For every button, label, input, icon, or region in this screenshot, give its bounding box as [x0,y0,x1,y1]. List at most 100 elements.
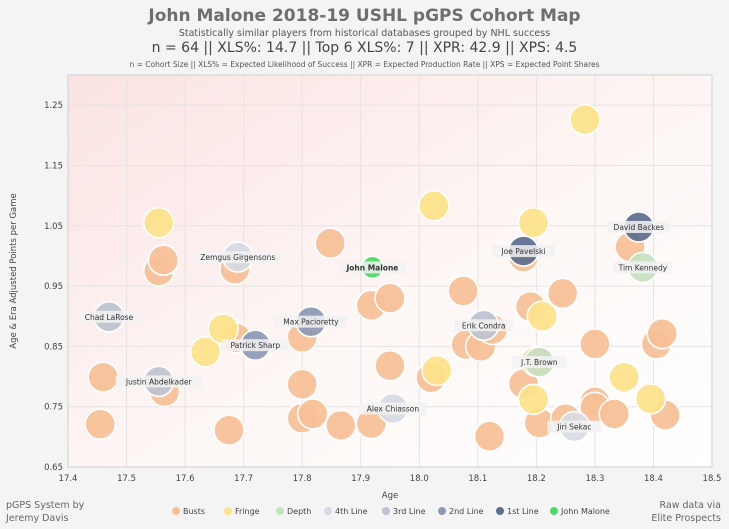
point-fringe[interactable] [517,383,550,416]
credit-system-line1: pGPS System by [6,500,85,511]
x-tick-label: 18.5 [703,474,722,484]
y-axis-label: Age & Era Adjusted Points per Game [9,193,19,349]
player-label-bg [338,261,407,274]
player-label: Justin Abdelkader [125,377,193,386]
legend-item: 3rd Line [393,507,426,516]
point-busts[interactable] [147,244,180,276]
player-label: John Malone [345,263,398,272]
player-label: Jiri Sekac [556,423,591,432]
point-busts[interactable] [286,368,318,401]
player-label-bg [607,220,671,233]
player-label: Chad LaRose [85,313,134,322]
point-fringe[interactable] [608,361,640,393]
x-tick-label: 17.5 [117,474,136,484]
point-busts[interactable] [296,398,329,430]
point-busts[interactable] [546,277,579,310]
player-label: Patrick Sharp [230,341,280,350]
chart-subtitle: Statistically similar players from histo… [178,28,551,39]
player-label-bg [359,402,427,415]
y-tick-label: 0.95 [44,282,63,292]
player-label: Joe Pavelski [500,247,545,256]
legend-swatch [172,507,180,515]
player-label: Tim Kennedy [618,263,668,272]
player-label-bg [512,356,567,369]
chart-title: John Malone 2018-19 USHL pGPS Cohort Map [148,6,581,26]
abbreviation-note: n = Cohort Size || XLS% = Expected Likel… [129,60,600,69]
player-label-bg [79,310,139,323]
point-busts[interactable] [473,420,506,453]
point-busts[interactable] [374,282,406,314]
point-busts[interactable] [325,409,357,442]
point-fringe[interactable] [418,190,450,222]
legend-item: 1st Line [507,507,539,516]
legend-item: Fringe [235,507,260,516]
credit-data-line2: Elite Prospects [651,513,721,524]
legend-item: 4th Line [335,507,368,516]
legend-swatch [496,507,504,515]
point-busts[interactable] [579,328,611,360]
plot-border [67,74,713,468]
point-fringe[interactable] [634,383,667,415]
player-label-bg [274,315,348,328]
legend-item: Depth [287,507,311,516]
legend-swatch [324,507,332,515]
legend-swatch [550,507,558,515]
y-tick-label: 1.15 [44,161,63,171]
player-label: Erik Condra [462,321,506,330]
point-fringe[interactable] [569,103,601,136]
player-label: Zemgus Girgensons [200,253,275,262]
x-tick-label: 17.6 [176,474,195,484]
credit-data-line1: Raw data via [659,500,721,511]
point-busts[interactable] [87,361,119,393]
player-label-bg [613,261,673,274]
x-tick-label: 17.9 [351,474,370,484]
x-axis-label: Age [382,491,398,501]
y-tick-label: 0.85 [44,342,63,352]
player-label-bg [221,339,290,352]
legend-swatch [276,507,284,515]
point-busts[interactable] [84,408,116,440]
x-tick-label: 18.3 [585,474,604,484]
point-fringe[interactable] [189,336,222,368]
x-tick-label: 17.4 [59,474,78,484]
player-label-bg [491,245,556,258]
legend-item: 2nd Line [449,507,484,516]
legend-swatch [224,507,232,515]
x-tick-label: 18.2 [527,474,546,484]
player-label: Max Pacioretty [283,318,339,327]
x-tick-label: 17.8 [293,474,312,484]
y-tick-label: 0.75 [44,403,63,413]
credit-data: Raw data via Elite Prospects [651,499,721,525]
player-label: J.T. Brown [520,358,558,367]
point-busts[interactable] [213,414,245,447]
credit-system-line2: Jeremy Davis [6,513,69,524]
credit-system: pGPS System by Jeremy Davis [6,499,84,525]
point-fringe[interactable] [526,300,559,333]
y-tick-label: 1.05 [44,222,63,232]
legend-item: John Malone [560,507,610,516]
player-label-bg [194,251,281,264]
player-label: David Backes [614,223,665,232]
x-tick-label: 18.0 [410,474,429,484]
player-label-bg [115,375,202,388]
cohort-stats: n = 64 || XLS%: 14.7 || Top 6 XLS%: 7 ||… [151,40,578,56]
x-tick-label: 18.1 [468,474,487,484]
player-label-bg [547,420,602,433]
point-busts[interactable] [447,275,479,307]
y-tick-label: 0.65 [44,463,63,473]
legend-swatch [438,507,446,515]
point-busts[interactable] [598,398,631,430]
x-tick-label: 17.7 [234,474,253,484]
point-fringe[interactable] [517,206,550,239]
x-tick-label: 18.4 [644,474,663,484]
point-busts[interactable] [374,349,406,382]
player-label: Alex Chiasson [367,405,420,414]
legend-item: Busts [183,507,205,516]
player-label-bg [454,319,513,332]
point-fringe[interactable] [421,354,453,387]
point-busts[interactable] [646,317,679,350]
point-busts[interactable] [314,227,347,260]
point-fringe[interactable] [142,206,175,239]
